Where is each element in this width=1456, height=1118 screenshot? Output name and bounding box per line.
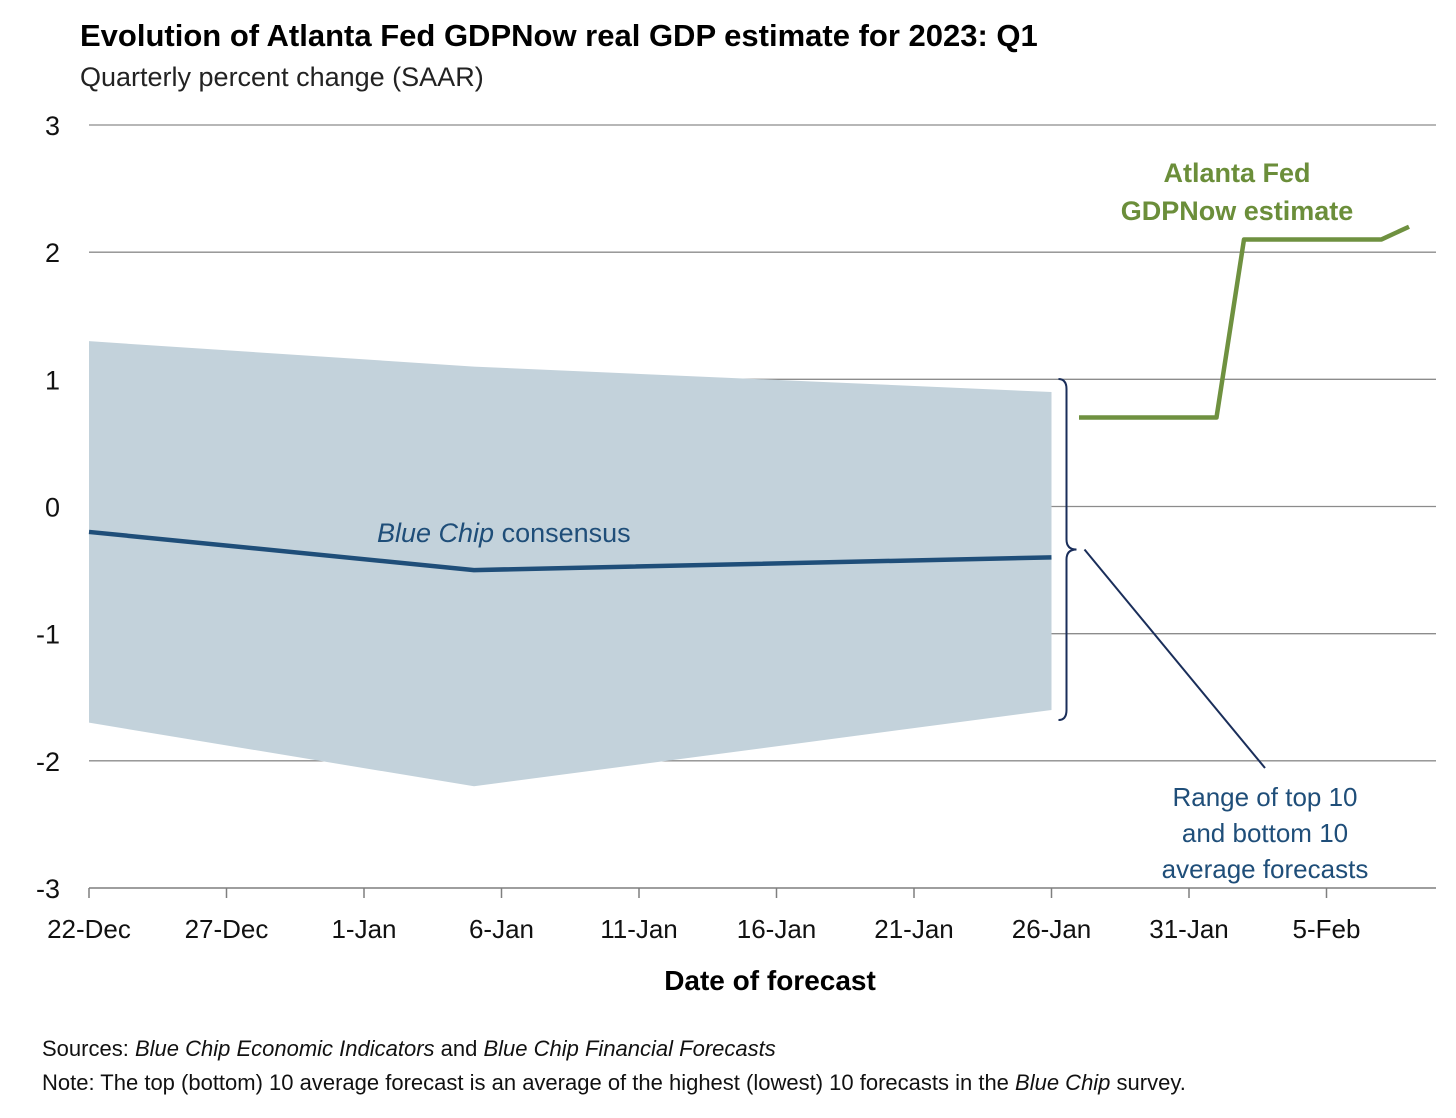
y-tick-label: 0: [45, 493, 60, 523]
y-tick-label: -2: [36, 747, 60, 777]
range-leader-line: [1083, 548, 1266, 769]
x-tick-label: 22-Dec: [47, 914, 131, 944]
x-tick-label: 26-Jan: [1012, 914, 1092, 944]
chart: Evolution of Atlanta Fed GDPNow real GDP…: [36, 18, 1436, 996]
sources-title-1: Blue Chip Economic Indicators: [134, 1036, 435, 1061]
series-lines: [88, 224, 1410, 573]
blue-chip-consensus-label: Blue Chip consensus: [377, 518, 631, 548]
y-tick-label: -1: [36, 620, 60, 650]
range-label: Range of top 10: [1172, 782, 1357, 812]
sources-label: Sources:: [42, 1036, 129, 1061]
note-text-1: The top (bottom) 10 average forecast is …: [94, 1070, 1016, 1095]
chart-title: Evolution of Atlanta Fed GDPNow real GDP…: [80, 18, 1038, 53]
consensus-text: consensus: [494, 518, 631, 548]
y-tick-label: 3: [45, 111, 60, 141]
annotations: Atlanta Fed GDPNow estimate Blue Chip cons…: [377, 158, 1368, 884]
y-tick-label: 1: [45, 365, 60, 395]
x-tick-label: 16-Jan: [737, 914, 817, 944]
sources-note: Sources: Blue Chip Economic Indicators a…: [42, 1036, 776, 1062]
y-tick-label: -3: [36, 874, 60, 904]
sources-title-2: Blue Chip Financial Forecasts: [483, 1036, 776, 1061]
method-note: Note: The top (bottom) 10 average foreca…: [42, 1070, 1186, 1096]
x-tick-label: 11-Jan: [600, 914, 678, 944]
note-italic: Blue Chip: [1015, 1070, 1111, 1095]
x-tick-label: 31-Jan: [1149, 914, 1229, 944]
range-band-area: [89, 341, 1052, 787]
x-tick-label: 6-Jan: [469, 914, 534, 944]
x-tick-label: 21-Jan: [874, 914, 954, 944]
x-tick-label: 5-Feb: [1293, 914, 1361, 944]
y-tick-label: 2: [45, 238, 60, 268]
gdpnow-label: Atlanta Fed: [1163, 158, 1310, 188]
chart-subtitle: Quarterly percent change (SAAR): [80, 62, 484, 92]
x-tick-label: 1-Jan: [331, 914, 396, 944]
range-band: [89, 341, 1052, 787]
sources-and: and: [434, 1036, 484, 1061]
x-tick-label: 27-Dec: [185, 914, 269, 944]
gdpnow-estimate-line: [1079, 224, 1410, 420]
range-label: and bottom 10: [1182, 818, 1348, 848]
blue-chip-italic: Blue Chip: [377, 518, 494, 548]
gdpnow-label: GDPNow estimate: [1121, 196, 1354, 226]
range-bracket: [1058, 378, 1077, 721]
blue-chip-consensus-line: [88, 529, 1052, 573]
note-label: Note:: [42, 1070, 95, 1095]
range-label: average forecasts: [1162, 854, 1369, 884]
note-text-2: survey.: [1110, 1070, 1186, 1095]
y-axis: 3 2 1 0 -1 -2 -3: [36, 111, 60, 904]
x-axis: 22-Dec 27-Dec 1-Jan 6-Jan 11-Jan 16-Jan 21-Jan…: [47, 887, 1436, 944]
x-axis-label: Date of forecast: [664, 965, 876, 996]
